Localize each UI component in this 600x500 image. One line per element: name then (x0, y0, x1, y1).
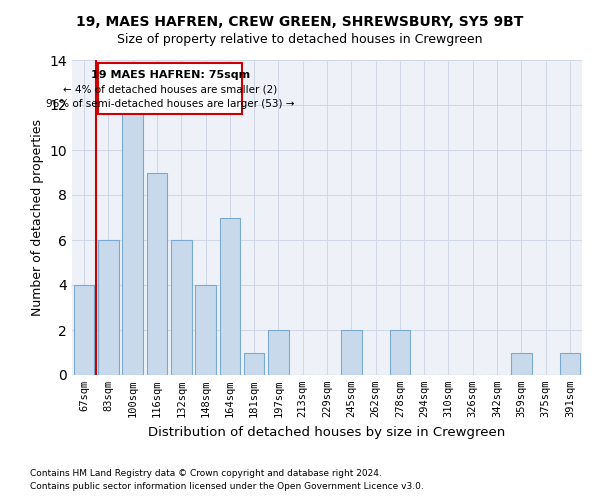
Text: Contains HM Land Registry data © Crown copyright and database right 2024.: Contains HM Land Registry data © Crown c… (30, 468, 382, 477)
Bar (122, 105, 143, 375)
Bar (98, 240, 119, 375)
Bar (268, 330, 289, 375)
Text: 96% of semi-detached houses are larger (53) →: 96% of semi-detached houses are larger (… (46, 100, 295, 110)
Bar (195, 285, 216, 375)
Bar (511, 352, 532, 375)
Text: Contains public sector information licensed under the Open Government Licence v3: Contains public sector information licen… (30, 482, 424, 491)
Bar (244, 352, 265, 375)
Bar (98, 64, 242, 114)
Text: ← 4% of detached houses are smaller (2): ← 4% of detached houses are smaller (2) (63, 84, 277, 95)
Bar (220, 218, 240, 375)
Bar (560, 352, 580, 375)
Text: 19, MAES HAFREN, CREW GREEN, SHREWSBURY, SY5 9BT: 19, MAES HAFREN, CREW GREEN, SHREWSBURY,… (76, 15, 524, 29)
Bar (389, 330, 410, 375)
X-axis label: Distribution of detached houses by size in Crewgreen: Distribution of detached houses by size … (148, 426, 506, 438)
Bar (171, 240, 191, 375)
Text: 19 MAES HAFREN: 75sqm: 19 MAES HAFREN: 75sqm (91, 70, 250, 80)
Bar (74, 285, 94, 375)
Y-axis label: Number of detached properties: Number of detached properties (31, 119, 44, 316)
Bar (341, 330, 362, 375)
Bar (146, 172, 167, 375)
Text: Size of property relative to detached houses in Crewgreen: Size of property relative to detached ho… (117, 32, 483, 46)
